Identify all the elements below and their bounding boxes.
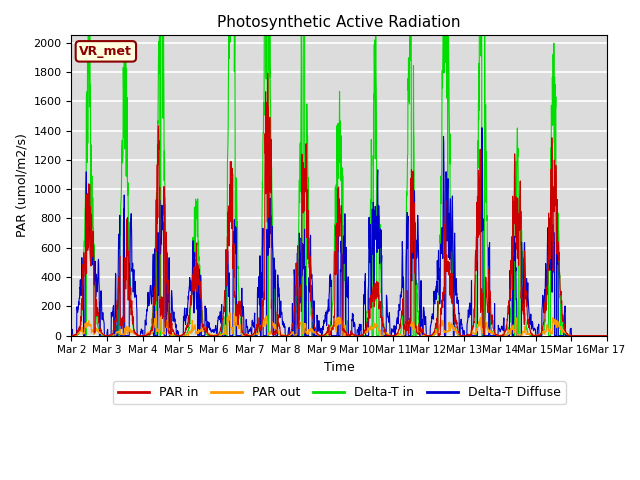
Line: PAR out: PAR out [72, 312, 607, 336]
PAR out [152, 309, 160, 314]
PAR in [556, 279, 564, 285]
Delta-T Diffuse [69, 333, 77, 338]
PAR in [68, 333, 76, 338]
Delta-T in [603, 333, 611, 338]
Delta-T Diffuse [367, 222, 374, 228]
Legend: PAR in, PAR out, Delta-T in, Delta-T Diffuse: PAR in, PAR out, Delta-T in, Delta-T Dif… [113, 382, 566, 405]
Delta-T Diffuse [495, 325, 503, 331]
Delta-T in [217, 331, 225, 336]
PAR out [68, 333, 76, 338]
Delta-T Diffuse [603, 333, 611, 338]
Title: Photosynthetic Active Radiation: Photosynthetic Active Radiation [218, 15, 461, 30]
PAR in [217, 328, 225, 334]
PAR in [495, 333, 502, 338]
Delta-T in [571, 333, 579, 338]
PAR out [556, 324, 564, 329]
Delta-T in [355, 333, 362, 338]
PAR out [495, 333, 502, 338]
Delta-T in [68, 333, 76, 338]
Delta-T Diffuse [478, 125, 486, 131]
Delta-T in [367, 214, 374, 220]
Delta-T Diffuse [571, 333, 579, 338]
Delta-T Diffuse [68, 329, 76, 335]
Text: VR_met: VR_met [79, 45, 132, 58]
Delta-T Diffuse [355, 324, 362, 330]
PAR out [571, 333, 579, 338]
Delta-T in [495, 333, 502, 338]
Line: Delta-T Diffuse: Delta-T Diffuse [72, 128, 607, 336]
Line: Delta-T in: Delta-T in [72, 0, 607, 336]
PAR out [217, 333, 225, 338]
PAR in [355, 333, 362, 338]
PAR in [367, 301, 374, 307]
PAR out [603, 333, 611, 338]
Line: PAR in: PAR in [72, 73, 607, 336]
PAR in [571, 333, 579, 338]
X-axis label: Time: Time [324, 361, 355, 374]
Delta-T Diffuse [556, 333, 564, 338]
PAR out [367, 326, 374, 332]
PAR in [603, 333, 611, 338]
PAR out [355, 333, 362, 338]
Delta-T Diffuse [217, 318, 225, 324]
Y-axis label: PAR (umol/m2/s): PAR (umol/m2/s) [15, 133, 28, 238]
PAR in [264, 71, 271, 76]
Delta-T in [556, 273, 564, 278]
